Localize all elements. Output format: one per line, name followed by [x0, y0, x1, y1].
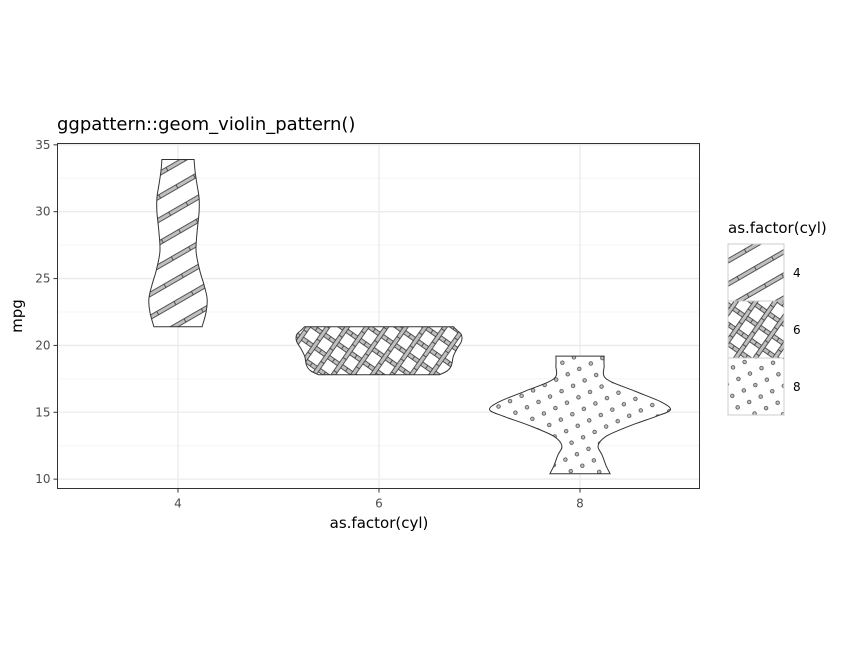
legend: as.factor(cyl) 4 6 8: [727, 219, 827, 416]
x-tick-label: 4: [174, 497, 182, 511]
legend-key-8: [727, 357, 785, 416]
y-axis: 10 15 20 25 30 35: [35, 138, 58, 486]
y-tick-label: 35: [35, 138, 50, 152]
violin-layer: [148, 159, 672, 475]
legend-key-6: [727, 300, 785, 359]
y-axis-title: mpg: [8, 299, 26, 333]
x-tick-label: 6: [375, 497, 383, 511]
legend-label: 6: [793, 323, 801, 337]
panel-border: [57, 143, 700, 489]
violin-cyl-6: [295, 326, 463, 376]
y-tick-label: 30: [35, 205, 50, 219]
violin-cyl-8: [489, 355, 672, 475]
legend-title: as.factor(cyl): [728, 219, 827, 237]
legend-label: 4: [793, 266, 801, 280]
chart-title: ggpattern::geom_violin_pattern(): [57, 114, 355, 135]
y-tick-label: 15: [35, 405, 50, 419]
y-tick-label: 20: [35, 338, 50, 352]
y-tick-label: 25: [35, 272, 50, 286]
x-axis: 4 6 8: [174, 488, 584, 511]
legend-key-4: [727, 243, 785, 302]
y-tick-label: 10: [35, 472, 50, 486]
x-axis-title: as.factor(cyl): [330, 514, 429, 532]
x-tick-label: 8: [576, 497, 584, 511]
legend-label: 8: [793, 380, 801, 394]
violin-cyl-4: [148, 159, 208, 328]
